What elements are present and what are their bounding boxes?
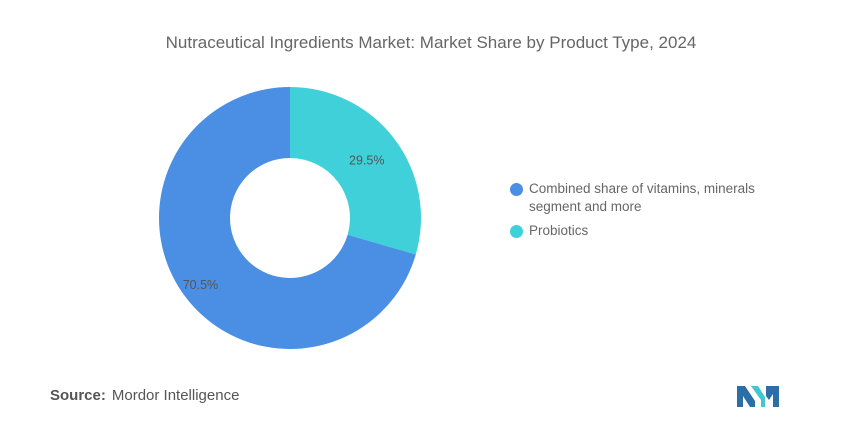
source-note: Source: Mordor Intelligence (50, 387, 239, 404)
source-label: Source: (50, 387, 106, 404)
legend-item-probiotics: Probiotics (508, 222, 808, 240)
donut-slice-0 (290, 87, 421, 255)
donut-chart: 29.5% 70.5% (158, 87, 421, 349)
donut-label-1: 70.5% (183, 278, 218, 292)
logo-middle-stroke (751, 386, 765, 407)
logo-right-stroke (766, 386, 779, 407)
chart-title: Nutraceutical Ingredients Market: Market… (165, 33, 697, 52)
logo-left-stroke (737, 386, 755, 407)
legend: Combined share of vitamins, minerals seg… (508, 180, 808, 246)
legend-swatch-probiotics (510, 225, 523, 238)
donut-slice-1 (158, 87, 416, 349)
donut-label-0: 29.5% (349, 153, 384, 167)
legend-label-probiotics: Probiotics (529, 223, 589, 238)
legend-label-vitamins-line2: segment and more (529, 199, 642, 214)
mordor-logo-icon (737, 386, 779, 407)
legend-item-vitamins: Combined share of vitamins, minerals seg… (508, 180, 808, 216)
source-name: Mordor Intelligence (111, 387, 240, 404)
legend-label-vitamins-line1: Combined share of vitamins, minerals (529, 181, 755, 196)
legend-swatch-vitamins (510, 183, 523, 196)
